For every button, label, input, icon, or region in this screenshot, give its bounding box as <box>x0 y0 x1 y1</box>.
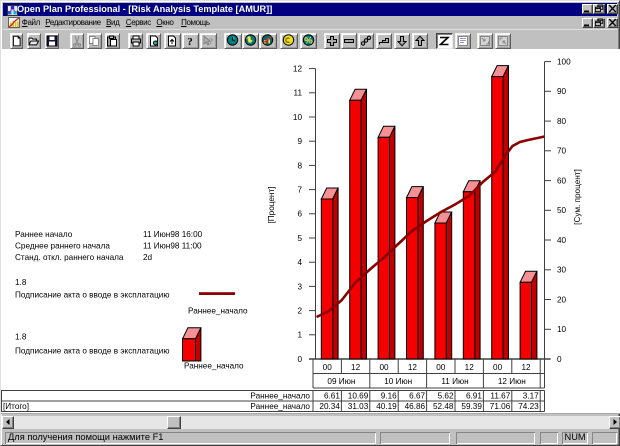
svg-text:Подписание акта о вводе в эксп: Подписание акта о вводе в эксплатацию <box>15 290 170 299</box>
svg-text:09 Июн: 09 Июн <box>327 377 355 386</box>
svg-text:90: 90 <box>557 87 567 96</box>
svg-text:?: ? <box>188 36 194 47</box>
svg-text:12: 12 <box>521 363 531 372</box>
svg-text:Раннее_начало: Раннее_начало <box>250 392 310 401</box>
svg-text:1: 1 <box>297 331 302 340</box>
svg-text:11 Июн: 11 Июн <box>441 377 468 386</box>
svg-text:Раннее начало: Раннее начало <box>15 230 73 239</box>
svg-text:12: 12 <box>465 363 475 372</box>
svg-text:9.16: 9.16 <box>381 392 397 401</box>
svg-text:[Итого]: [Итого] <box>3 402 29 411</box>
svg-text:00: 00 <box>493 363 503 372</box>
svg-text:5.62: 5.62 <box>438 392 454 401</box>
svg-text:00: 00 <box>323 363 333 372</box>
svg-text:Подписание акта о вводе в эксп: Подписание акта о вводе в эксплатацию <box>15 346 170 355</box>
svg-text:60: 60 <box>557 177 567 186</box>
svg-text:2d: 2d <box>143 253 153 262</box>
svg-text:[Сум. процент]: [Сум. процент] <box>573 169 582 225</box>
svg-text:Станд. откл. раннего начала: Станд. откл. раннего начала <box>15 253 124 262</box>
svg-text:100: 100 <box>557 58 571 67</box>
svg-text:00: 00 <box>379 363 389 372</box>
svg-text:40.19: 40.19 <box>376 402 397 411</box>
svg-text:8: 8 <box>297 161 302 170</box>
svg-text:3: 3 <box>297 282 302 291</box>
svg-text:4: 4 <box>297 258 302 267</box>
svg-text:%: % <box>304 36 313 47</box>
svg-text:12: 12 <box>293 65 303 74</box>
svg-text:11.67: 11.67 <box>490 392 510 401</box>
svg-text:59.39: 59.39 <box>461 402 482 411</box>
svg-text:10 Июн: 10 Июн <box>384 377 412 386</box>
svg-text:1.8: 1.8 <box>15 333 27 342</box>
svg-text:7: 7 <box>297 186 302 195</box>
svg-text:10: 10 <box>557 325 567 334</box>
svg-text:00: 00 <box>436 363 446 372</box>
svg-text:3.17: 3.17 <box>523 392 539 401</box>
svg-text:6.67: 6.67 <box>409 392 425 401</box>
svg-text:1.8: 1.8 <box>15 278 27 287</box>
svg-text:71.06: 71.06 <box>490 402 511 411</box>
svg-text:10.69: 10.69 <box>348 392 369 401</box>
svg-text:0: 0 <box>297 355 302 364</box>
svg-text:11 Июн98 11:00: 11 Июн98 11:00 <box>143 241 202 250</box>
svg-text:Раннее_начало: Раннее_начало <box>250 402 310 411</box>
svg-text:Раннее_начало: Раннее_начало <box>184 361 244 370</box>
svg-text:12: 12 <box>408 363 418 372</box>
svg-text:6: 6 <box>297 210 302 219</box>
svg-text:11 Июн98 16:00: 11 Июн98 16:00 <box>143 230 203 239</box>
svg-text:5: 5 <box>297 234 302 243</box>
svg-text:0: 0 <box>557 355 562 364</box>
svg-text:[Процент]: [Процент] <box>267 187 276 224</box>
svg-text:40: 40 <box>557 236 567 245</box>
svg-text:9: 9 <box>297 137 302 146</box>
svg-text:12 Июн: 12 Июн <box>498 377 526 386</box>
svg-text:70: 70 <box>557 147 567 156</box>
svg-text:74.23: 74.23 <box>518 402 539 411</box>
svg-text:11: 11 <box>294 89 303 98</box>
svg-text:31.03: 31.03 <box>348 402 369 411</box>
svg-text:30: 30 <box>557 266 567 275</box>
svg-text:10: 10 <box>293 113 303 122</box>
svg-text:20: 20 <box>557 295 567 304</box>
svg-text:50: 50 <box>557 206 567 215</box>
svg-text:Раннее_начало: Раннее_начало <box>188 306 248 315</box>
svg-text:?: ? <box>209 37 213 46</box>
svg-text:20.34: 20.34 <box>319 402 340 411</box>
svg-text:6.91: 6.91 <box>466 392 482 401</box>
svg-text:46.86: 46.86 <box>405 402 426 411</box>
svg-text:Среднее раннего начала: Среднее раннего начала <box>15 241 110 250</box>
svg-text:6.61: 6.61 <box>324 392 340 401</box>
svg-text:52.48: 52.48 <box>433 402 454 411</box>
svg-text:80: 80 <box>557 117 567 126</box>
svg-text:2: 2 <box>297 307 302 316</box>
svg-text:12: 12 <box>351 363 361 372</box>
